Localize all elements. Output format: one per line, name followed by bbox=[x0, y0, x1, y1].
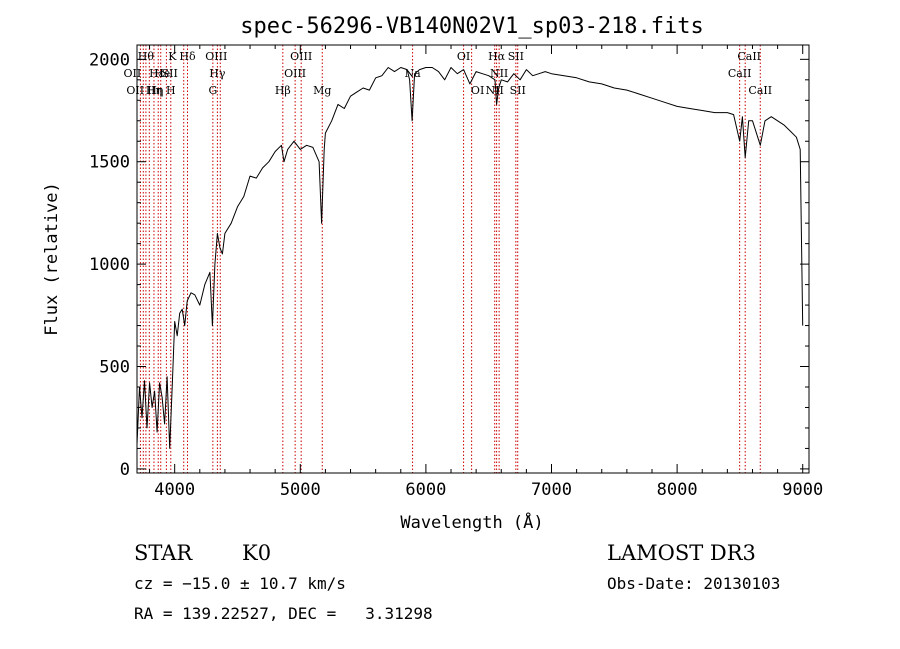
x-axis-title: Wavelength (Å) bbox=[400, 511, 543, 533]
x-tick-label: 7000 bbox=[531, 480, 572, 500]
spectral-line-label: CaII bbox=[748, 84, 772, 97]
y-tick-label: 1000 bbox=[89, 255, 130, 275]
spectral-line-label: OI bbox=[471, 84, 484, 97]
x-tick-label: 9000 bbox=[782, 480, 823, 500]
coordinates-readout: RA = 139.22527, DEC = 3.31298 bbox=[134, 604, 433, 623]
spectral-line-label: OIII bbox=[284, 67, 306, 80]
spectral-line-label: CaII bbox=[737, 50, 761, 63]
spectral-line-label: Hα bbox=[488, 50, 506, 63]
redshift-readout: cz = −15.0 ± 10.7 km/s bbox=[134, 574, 346, 593]
spectral-line-label: Mg bbox=[313, 84, 331, 97]
spectral-line-labels: OIIOIIHθHηHηHeHεKHSIIHδGHγOIIIHβOIIIOIII… bbox=[124, 50, 773, 97]
spectrum-line bbox=[136, 67, 804, 449]
spectral-line-label: NII bbox=[486, 84, 504, 97]
y-tick-label: 2000 bbox=[89, 50, 130, 70]
y-tick-label: 0 bbox=[120, 460, 130, 480]
spectral-line-label: Hη bbox=[147, 84, 163, 97]
spectral-line-label: G bbox=[208, 84, 217, 97]
spectral-line-label: Hδ bbox=[179, 50, 196, 63]
x-tick-label: 8000 bbox=[657, 480, 698, 500]
spectral-line-label: Hθ bbox=[138, 50, 155, 63]
spectral-line-label: Hγ bbox=[209, 67, 226, 80]
spectral-line-label: SII bbox=[162, 67, 178, 80]
x-tick-label: 5000 bbox=[280, 480, 321, 500]
chart-title: spec-56296-VB140N02V1_sp03-218.fits bbox=[240, 14, 704, 39]
spectral-line-label: He bbox=[154, 67, 170, 80]
observation-date: Obs-Date: 20130103 bbox=[607, 574, 780, 593]
spectral-line-label: OIII bbox=[205, 50, 227, 63]
y-axis-ticks: 0 500 1000 1500 2000 bbox=[89, 50, 809, 480]
spectral-line-label: OI bbox=[457, 50, 470, 63]
spectral-line-label: CaII bbox=[728, 67, 752, 80]
spectral-line-label: SII bbox=[508, 50, 524, 63]
y-tick-label: 500 bbox=[99, 358, 130, 378]
spectral-line-label: H bbox=[166, 84, 176, 97]
spectral-line-label: Hβ bbox=[275, 84, 291, 97]
spectral-line-label: K bbox=[168, 50, 177, 63]
x-tick-label: 6000 bbox=[405, 480, 446, 500]
spectral-line-label: Hη bbox=[146, 84, 162, 97]
spectral-line-label: Na bbox=[404, 67, 421, 80]
spectral-line-label: NII bbox=[490, 67, 508, 80]
plot-frame bbox=[136, 44, 810, 474]
survey-name: LAMOST DR3 bbox=[607, 541, 756, 565]
spectral-subclass: K0 bbox=[242, 541, 271, 565]
x-axis-ticks: 4000 5000 6000 7000 8000 9000 bbox=[149, 45, 823, 500]
x-tick-label: 4000 bbox=[154, 480, 195, 500]
y-axis-title: Flux (relative) bbox=[42, 182, 62, 336]
spectral-line-label: Hε bbox=[149, 67, 165, 80]
object-class: STAR bbox=[134, 541, 193, 565]
spectral-line-markers bbox=[139, 45, 761, 473]
spectral-line-label: SII bbox=[510, 84, 526, 97]
spectral-line-label: OII bbox=[126, 84, 144, 97]
spectral-line-label: OIII bbox=[290, 50, 312, 63]
y-tick-label: 1500 bbox=[89, 153, 130, 173]
